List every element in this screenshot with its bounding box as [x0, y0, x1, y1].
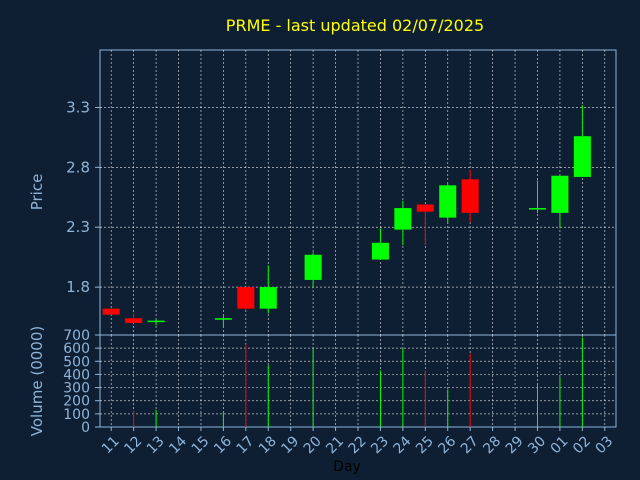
- day-tick-label: 26: [435, 433, 459, 457]
- volume-tick-label: 200: [63, 394, 90, 410]
- day-tick-label: 25: [413, 433, 437, 457]
- candle-body: [439, 185, 457, 218]
- candle-body: [573, 136, 591, 177]
- day-axis-label: Day: [333, 459, 361, 475]
- day-tick-label: 23: [368, 433, 392, 457]
- day-tick-label: 13: [144, 433, 168, 457]
- day-tick-label: 15: [189, 433, 213, 457]
- volume-tick-label: 400: [63, 367, 90, 383]
- candle-body: [304, 254, 322, 280]
- price-tick-label: 2.3: [66, 218, 90, 236]
- volume-axis-label: Volume (0000): [28, 326, 46, 436]
- day-tick-label: 24: [391, 433, 415, 457]
- candle-body: [371, 242, 389, 260]
- day-tick-label: 11: [99, 433, 123, 457]
- candle-body: [394, 208, 412, 230]
- day-axis-ticks: 1112131415161718192021222324252627282930…: [99, 427, 616, 457]
- price-axis-ticks: 1.8 2.3 2.8 3.3: [66, 98, 100, 296]
- volume-series: [133, 337, 583, 427]
- day-tick-label: 22: [346, 433, 370, 457]
- day-tick-label: 29: [503, 433, 527, 457]
- candle-body: [259, 287, 277, 309]
- volume-tick-label: 100: [63, 407, 90, 423]
- day-tick-label: 16: [211, 433, 235, 457]
- day-tick-label: 20: [301, 433, 325, 457]
- day-tick-label: 14: [166, 433, 190, 457]
- day-tick-label: 27: [458, 433, 482, 457]
- volume-tick-label: 700: [63, 328, 90, 344]
- day-tick-label: 03: [592, 433, 616, 457]
- day-tick-label: 02: [570, 433, 594, 457]
- candle-body: [237, 287, 255, 309]
- candle-body: [461, 179, 479, 213]
- chart-title: PRME - last updated 02/07/2025: [226, 16, 484, 35]
- candle-body: [416, 204, 434, 212]
- day-tick-label: 17: [234, 433, 258, 457]
- day-tick-label: 18: [256, 433, 280, 457]
- day-tick-label: 01: [548, 433, 572, 457]
- volume-tick-label: 600: [63, 341, 90, 357]
- price-tick-label: 2.8: [66, 158, 90, 176]
- price-axis-label: Price: [28, 174, 46, 211]
- volume-tick-label: 0: [81, 420, 90, 436]
- candle-body: [147, 320, 165, 323]
- volume-tick-label: 300: [63, 381, 90, 397]
- day-tick-label: 19: [278, 433, 302, 457]
- candle-body: [551, 175, 569, 213]
- price-plot-area: [99, 49, 617, 336]
- candlestick-series: [102, 105, 591, 327]
- volume-tick-label: 500: [63, 354, 90, 370]
- candle-body: [125, 318, 143, 324]
- day-tick-label: 28: [480, 433, 504, 457]
- day-tick-label: 30: [525, 433, 549, 457]
- candle-body: [528, 208, 547, 210]
- price-tick-label: 1.8: [66, 278, 90, 296]
- day-tick-label: 12: [121, 433, 145, 457]
- day-tick-label: 21: [323, 433, 347, 457]
- candle-body: [102, 308, 120, 315]
- price-tick-label: 3.3: [66, 98, 90, 116]
- candle-body: [214, 318, 232, 320]
